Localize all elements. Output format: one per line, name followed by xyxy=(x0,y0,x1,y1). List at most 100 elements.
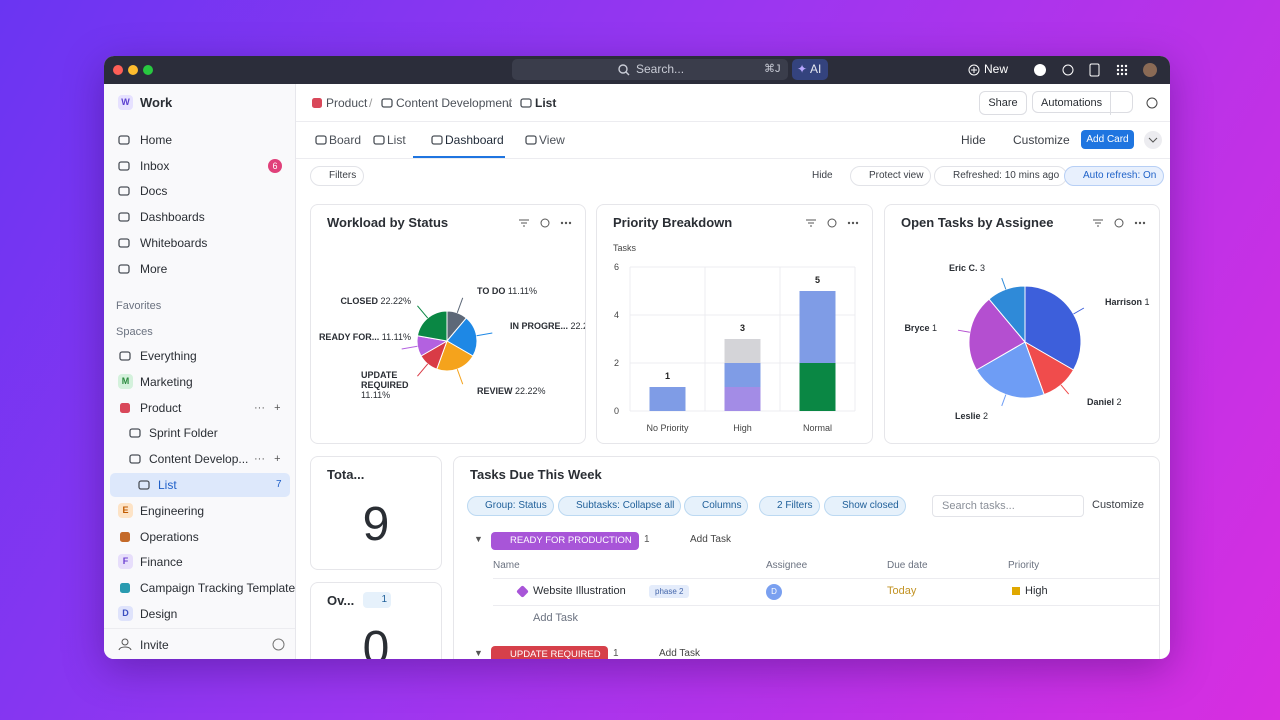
pie-label: Leslie 2 xyxy=(955,411,988,421)
card-actions[interactable] xyxy=(804,216,864,230)
circle xyxy=(1124,72,1128,76)
circle xyxy=(1116,72,1120,76)
hide-ctl[interactable]: Hide xyxy=(961,133,986,147)
card-actions[interactable] xyxy=(517,216,577,230)
add-task-row[interactable]: Add Task xyxy=(533,612,579,624)
tab[interactable]: List xyxy=(387,133,406,147)
y-tick-label: 4 xyxy=(614,310,619,320)
column-header: Name xyxy=(493,560,520,571)
label-value: 11.11% xyxy=(507,286,538,296)
pie-label: UPDATE REQUIRED 11.11% xyxy=(361,370,411,400)
task-name[interactable]: Website Illustration xyxy=(533,585,626,597)
leader-line xyxy=(1073,307,1085,315)
refreshed[interactable]: Refreshed: 10 mins ago xyxy=(934,166,1068,186)
automations[interactable]: Automations xyxy=(1032,91,1133,113)
tab-underline xyxy=(413,156,505,158)
space-item[interactable]: Content Develop... xyxy=(149,452,249,466)
new-text[interactable]: New xyxy=(984,62,1009,76)
stat-value: 9 xyxy=(362,498,390,551)
customize-tasks[interactable]: Customize xyxy=(1092,499,1144,511)
add-task[interactable]: Add Task xyxy=(690,534,731,545)
protect[interactable]: Protect view xyxy=(850,166,932,186)
nav-item[interactable]: More xyxy=(140,262,168,276)
space-item[interactable]: Engineering xyxy=(140,504,205,518)
space-item[interactable]: Everything xyxy=(140,349,197,363)
rect xyxy=(118,264,130,274)
top-icons[interactable] xyxy=(1032,62,1162,78)
control-chip[interactable]: Columns xyxy=(684,496,749,516)
customize-ctl[interactable]: Customize xyxy=(1013,133,1070,147)
help-icon[interactable] xyxy=(272,638,285,651)
column-header: Assignee xyxy=(766,560,808,571)
card-title: Tasks Due This Week xyxy=(470,467,602,482)
circle xyxy=(1062,64,1074,76)
rect xyxy=(520,98,532,108)
auto-refresh[interactable]: Auto refresh: On xyxy=(1064,166,1165,186)
search-box[interactable]: Search... ⌘J xyxy=(512,59,788,80)
nav-item[interactable]: Dashboards xyxy=(140,210,205,224)
space-item[interactable]: Design xyxy=(140,607,178,621)
ai-text: AI xyxy=(810,62,822,76)
new-icon[interactable] xyxy=(968,64,980,76)
nav-item[interactable]: Docs xyxy=(140,184,168,198)
label-name: CLOSED xyxy=(340,296,378,306)
favorites[interactable]: Favorites xyxy=(116,300,162,312)
invite[interactable]: Invite xyxy=(140,638,169,652)
control-chip[interactable]: Group: Status xyxy=(467,496,554,516)
card: Open Tasks by Assignee Eric C. 3 Harrison… xyxy=(884,204,1160,444)
ai-button[interactable]: ✦ AI xyxy=(792,59,828,80)
circle xyxy=(1138,221,1142,225)
hline xyxy=(104,628,295,629)
share[interactable]: Share xyxy=(979,91,1027,115)
tab[interactable]: Board xyxy=(329,133,362,147)
breadcrumb-item[interactable]: Content Development xyxy=(396,96,513,110)
rect xyxy=(120,532,130,542)
tab[interactable]: Dashboard xyxy=(445,133,504,147)
icon xyxy=(129,454,141,464)
space-item[interactable]: Product xyxy=(140,401,182,415)
card-title: Priority Breakdown xyxy=(613,215,733,230)
g xyxy=(847,221,859,225)
header-search[interactable] xyxy=(1146,97,1158,109)
nav-item[interactable]: Whiteboards xyxy=(140,236,208,250)
more-dots[interactable]: ··· + xyxy=(254,453,281,465)
group-toggle[interactable]: ▼ xyxy=(474,534,483,544)
breadcrumb-item[interactable]: Product xyxy=(326,96,368,110)
add-task[interactable]: Add Task xyxy=(659,648,700,659)
hide-btn[interactable]: Hide xyxy=(812,170,833,181)
tab[interactable]: View xyxy=(539,133,565,147)
ws-name[interactable]: Work xyxy=(140,95,173,110)
nav-item[interactable]: Inbox xyxy=(140,159,170,173)
icon xyxy=(120,532,130,542)
nav-item[interactable]: Home xyxy=(140,133,173,147)
group-toggle[interactable]: ▼ xyxy=(474,648,483,658)
circle xyxy=(1146,97,1158,109)
bar-segment xyxy=(724,339,761,363)
space-item[interactable]: List xyxy=(158,478,177,492)
more-chevron[interactable] xyxy=(1143,130,1163,150)
priority: High xyxy=(1025,585,1048,597)
card-actions[interactable] xyxy=(1091,216,1151,230)
leader-line xyxy=(417,305,429,319)
circle xyxy=(1114,218,1124,228)
space-item[interactable]: Operations xyxy=(140,530,199,544)
space-item[interactable]: Campaign Tracking Template xyxy=(140,581,296,595)
ws-badge: W xyxy=(118,95,133,110)
x-tick-label: High xyxy=(733,423,752,433)
space-item[interactable]: Finance xyxy=(140,555,183,569)
control-chip[interactable]: Subtasks: Collapse all xyxy=(558,496,682,516)
filters[interactable]: Filters xyxy=(310,166,365,186)
space-item[interactable]: Marketing xyxy=(140,375,193,389)
control-chip[interactable]: 2 Filters xyxy=(759,496,820,516)
rect xyxy=(381,98,393,108)
add-card[interactable]: Add Card xyxy=(1081,130,1134,149)
filter-count[interactable]: 1 xyxy=(363,592,391,608)
space-item[interactable]: Sprint Folder xyxy=(149,426,218,440)
breadcrumb-separator: / xyxy=(369,96,373,110)
breadcrumb-item[interactable]: List xyxy=(535,96,557,110)
control-chip[interactable]: Show closed xyxy=(824,496,906,516)
pie-slice xyxy=(975,341,1045,399)
icon xyxy=(138,480,150,490)
more-dots[interactable]: ··· + xyxy=(254,402,281,414)
path xyxy=(519,219,529,227)
